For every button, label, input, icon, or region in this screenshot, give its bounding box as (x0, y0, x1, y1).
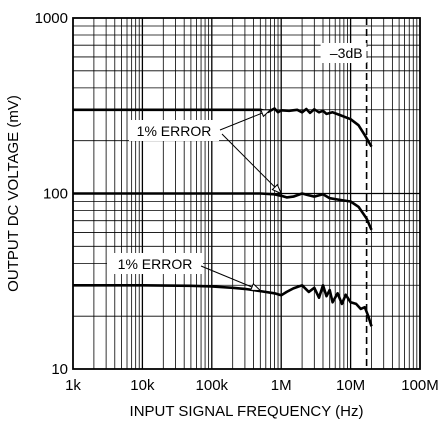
annotation-box-2 (107, 253, 203, 274)
x-tick-label: 10M (336, 377, 365, 394)
series-line-3 (73, 284, 373, 327)
x-tick-label: 100k (196, 377, 229, 394)
x-tick-label: 1M (271, 377, 292, 394)
annotation-arrowhead (260, 109, 272, 118)
minus-3db-label-bg (320, 43, 367, 63)
y-tick-label: 1000 (35, 10, 68, 27)
minus-3db-label: –3dB (330, 45, 363, 61)
annotation-box-1 (129, 120, 219, 141)
annotations: 1% ERROR 1% ERROR (107, 109, 283, 292)
reference-lines: –3dB (320, 18, 368, 369)
x-tick-label: 100M (401, 377, 439, 394)
series-line-2 (73, 192, 373, 231)
annotation-arrowhead (249, 282, 262, 292)
x-tick-label: 1k (65, 377, 81, 394)
annotation-arrowhead (271, 183, 283, 195)
series-layer (73, 107, 373, 327)
x-tick-label: 10k (130, 377, 155, 394)
tick-labels: 1k 10k 100k 1M 10M 100M 10 100 1000 (35, 10, 439, 394)
annotation-text-1: 1% ERROR (137, 123, 212, 139)
annotation-arrow-line (200, 265, 261, 291)
y-tick-label: 10 (51, 361, 68, 378)
y-axis-label: OUTPUT DC VOLTAGE (mV) (5, 95, 22, 292)
y-tick-label: 100 (43, 186, 68, 203)
plot-frame (72, 17, 421, 370)
annotation-text-2: 1% ERROR (118, 256, 193, 272)
annotation-arrow-line (221, 133, 282, 194)
x-axis-label: INPUT SIGNAL FREQUENCY (Hz) (130, 403, 364, 420)
